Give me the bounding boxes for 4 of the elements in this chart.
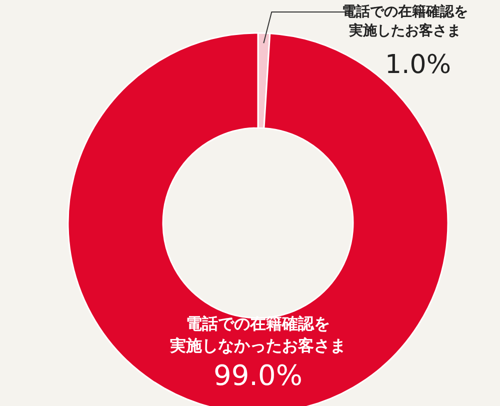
data-label: 1.0% <box>384 50 452 80</box>
data-label: 99.0% <box>214 359 302 392</box>
slice-label: 電話での在籍確認を実施しなかったお客さま <box>169 314 346 355</box>
slice-label: 電話での在籍確認を実施したお客さま <box>342 3 468 39</box>
